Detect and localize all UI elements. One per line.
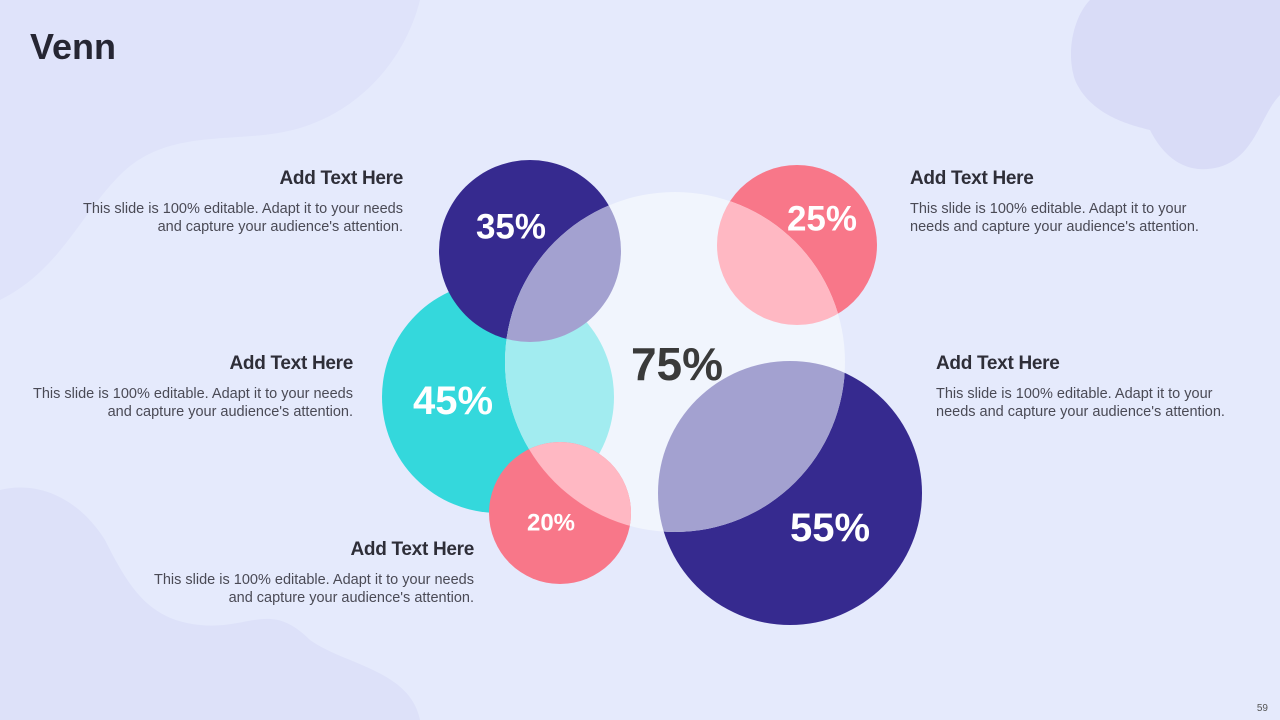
text-block-heading: Add Text Here	[910, 168, 1034, 189]
page-number: 59	[1256, 703, 1268, 714]
text-block-mid-left: Add Text Here This slide is 100% editabl…	[33, 353, 353, 421]
text-block-heading: Add Text Here	[936, 353, 1060, 374]
text-block-body: This slide is 100% editable. Adapt it to…	[936, 386, 1225, 420]
label-bottom-left: 20%	[527, 510, 575, 537]
text-block-body: This slide is 100% editable. Adapt it to…	[83, 201, 403, 235]
slide-title: Venn	[30, 26, 117, 67]
text-block-body: This slide is 100% editable. Adapt it to…	[33, 386, 353, 420]
text-block-top-left: Add Text Here This slide is 100% editabl…	[83, 168, 403, 236]
background-blob-bottom-left	[0, 487, 420, 720]
text-block-mid-right: Add Text Here This slide is 100% editabl…	[936, 353, 1236, 421]
background-blob-top-left	[0, 0, 420, 300]
label-top-right: 25%	[787, 200, 857, 239]
text-block-heading: Add Text Here	[229, 353, 354, 374]
text-block-heading: Add Text Here	[279, 168, 404, 189]
label-center: 75%	[631, 338, 723, 390]
text-block-body: This slide is 100% editable. Adapt it to…	[154, 572, 474, 606]
label-bottom-right: 55%	[790, 506, 870, 550]
text-block-bottom-left: Add Text Here This slide is 100% editabl…	[154, 539, 474, 607]
label-mid-left: 45%	[413, 379, 493, 423]
text-block-heading: Add Text Here	[350, 539, 475, 560]
background-blob-top-right	[1070, 0, 1280, 170]
text-block-body: This slide is 100% editable. Adapt it to…	[910, 201, 1199, 235]
label-top-left: 35%	[476, 208, 546, 247]
text-block-top-right: Add Text Here This slide is 100% editabl…	[910, 168, 1210, 236]
